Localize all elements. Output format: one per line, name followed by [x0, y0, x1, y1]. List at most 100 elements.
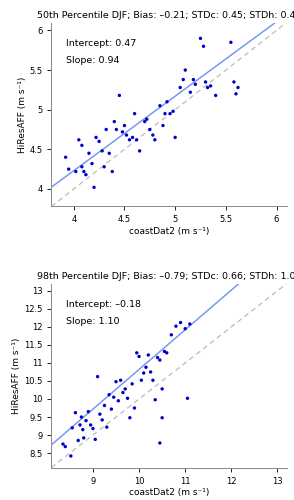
Point	[146, 351, 151, 359]
Point	[124, 131, 129, 139]
Point	[141, 369, 146, 377]
Point	[139, 376, 144, 384]
Point	[188, 88, 193, 96]
Point	[132, 110, 137, 118]
Point	[130, 380, 135, 388]
Point	[144, 115, 149, 123]
Point	[174, 322, 178, 330]
Point	[88, 421, 93, 429]
Point	[93, 436, 98, 444]
Text: Intercept: 0.47: Intercept: 0.47	[66, 39, 136, 48]
Point	[158, 356, 162, 364]
Point	[181, 76, 186, 84]
Point	[169, 331, 174, 339]
Point	[92, 184, 96, 192]
Point	[125, 394, 130, 402]
Point	[90, 160, 94, 168]
Point	[160, 414, 164, 422]
Point	[168, 110, 172, 118]
Point	[112, 118, 117, 126]
Text: Intercept: –0.18: Intercept: –0.18	[66, 300, 141, 309]
Point	[127, 136, 132, 144]
Text: Slope: 1.10: Slope: 1.10	[66, 316, 119, 326]
Point	[153, 396, 158, 404]
Point	[137, 352, 141, 360]
Point	[144, 364, 148, 372]
Point	[161, 122, 165, 130]
Point	[121, 388, 125, 396]
Point	[137, 147, 142, 155]
Point	[201, 42, 206, 50]
Point	[73, 408, 78, 416]
Point	[151, 376, 155, 384]
Point	[100, 416, 105, 424]
Point	[185, 394, 190, 402]
Point	[63, 442, 68, 450]
Point	[148, 368, 153, 376]
Point	[120, 128, 125, 136]
Point	[153, 136, 157, 144]
Point	[69, 452, 73, 460]
Point	[193, 80, 198, 88]
Point	[116, 397, 121, 405]
Point	[122, 122, 127, 130]
Point	[107, 390, 111, 398]
Title: 50th Percentile DJF; Bias: –0.21; STDc: 0.45; STDh: 0.48: 50th Percentile DJF; Bias: –0.21; STDc: …	[37, 12, 294, 20]
Point	[102, 402, 107, 409]
Point	[183, 324, 188, 332]
Point	[98, 410, 102, 418]
Point	[114, 126, 119, 134]
Point	[123, 385, 128, 393]
Point	[79, 163, 84, 171]
Point	[158, 102, 162, 110]
Point	[84, 416, 88, 424]
Point	[158, 439, 162, 447]
Point	[81, 434, 86, 442]
Point	[198, 34, 203, 42]
Point	[118, 376, 123, 384]
Point	[234, 90, 238, 98]
Point	[79, 142, 84, 150]
Title: 98th Percentile DJF; Bias: –0.79; STDc: 0.66; STDh: 1.00: 98th Percentile DJF; Bias: –0.79; STDc: …	[37, 272, 294, 281]
Point	[117, 92, 122, 100]
Point	[87, 150, 91, 158]
Point	[107, 150, 112, 158]
Point	[155, 354, 160, 362]
Point	[213, 92, 218, 100]
Point	[162, 348, 167, 356]
Point	[191, 76, 196, 84]
Point	[114, 378, 118, 386]
Point	[160, 385, 164, 393]
Point	[171, 108, 176, 116]
Point	[205, 84, 210, 92]
Point	[173, 134, 178, 141]
Point	[147, 126, 152, 134]
Point	[104, 423, 109, 431]
Point	[91, 424, 95, 432]
Point	[235, 84, 240, 92]
X-axis label: coastDat2 (m s⁻¹): coastDat2 (m s⁻¹)	[129, 488, 209, 498]
Point	[102, 163, 106, 171]
Point	[132, 404, 137, 412]
Point	[94, 134, 98, 141]
Y-axis label: HiResAFF (m s⁻¹): HiResAFF (m s⁻¹)	[18, 76, 26, 152]
Point	[78, 421, 82, 429]
Point	[74, 168, 78, 175]
Point	[228, 38, 233, 46]
Point	[134, 349, 139, 357]
Point	[142, 118, 147, 126]
Point	[76, 436, 81, 444]
Point	[86, 408, 91, 416]
Point	[151, 131, 155, 139]
Point	[111, 393, 116, 401]
Point	[232, 78, 236, 86]
Point	[95, 372, 100, 380]
Point	[203, 78, 208, 86]
Text: Slope: 0.94: Slope: 0.94	[66, 56, 119, 64]
Point	[165, 98, 169, 106]
Point	[70, 424, 75, 432]
Point	[183, 66, 188, 74]
Point	[104, 126, 108, 134]
Point	[164, 349, 169, 357]
X-axis label: coastDat2 (m s⁻¹): coastDat2 (m s⁻¹)	[129, 227, 209, 236]
